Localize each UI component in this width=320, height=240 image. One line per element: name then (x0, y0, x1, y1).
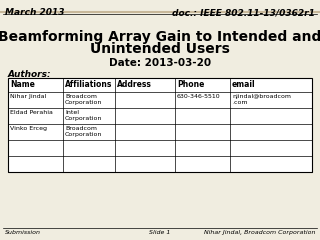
Text: Broadcom
Corporation: Broadcom Corporation (65, 94, 102, 105)
Text: doc.: IEEE 802.11-13/0362r1: doc.: IEEE 802.11-13/0362r1 (172, 8, 315, 17)
Text: March 2013: March 2013 (5, 8, 65, 17)
Text: Authors:: Authors: (8, 70, 52, 79)
Text: Vinko Erceg: Vinko Erceg (10, 126, 47, 131)
Text: Intel
Corporation: Intel Corporation (65, 110, 102, 121)
Text: Name: Name (10, 80, 35, 89)
Text: Phone: Phone (177, 80, 204, 89)
Text: Submission: Submission (5, 230, 41, 235)
Bar (8, 78, 312, 172)
Text: email: email (232, 80, 256, 89)
Text: Nihar Jindal, Broadcom Corporation: Nihar Jindal, Broadcom Corporation (204, 230, 315, 235)
Text: Address: Address (117, 80, 152, 89)
Text: Eldad Perahia: Eldad Perahia (10, 110, 53, 115)
Text: Nihar Jindal: Nihar Jindal (10, 94, 46, 99)
Bar (8, 78, 312, 172)
Text: Beamforming Array Gain to Intended and: Beamforming Array Gain to Intended and (0, 30, 320, 44)
Text: Slide 1: Slide 1 (149, 230, 171, 235)
Text: Broadcom
Corporation: Broadcom Corporation (65, 126, 102, 137)
Text: Unintended Users: Unintended Users (90, 42, 230, 56)
Text: 630-346-5510: 630-346-5510 (177, 94, 220, 99)
Text: njindal@broadcom
.com: njindal@broadcom .com (232, 94, 291, 105)
Text: Affiliations: Affiliations (65, 80, 112, 89)
Text: Date: 2013-03-20: Date: 2013-03-20 (109, 58, 211, 68)
